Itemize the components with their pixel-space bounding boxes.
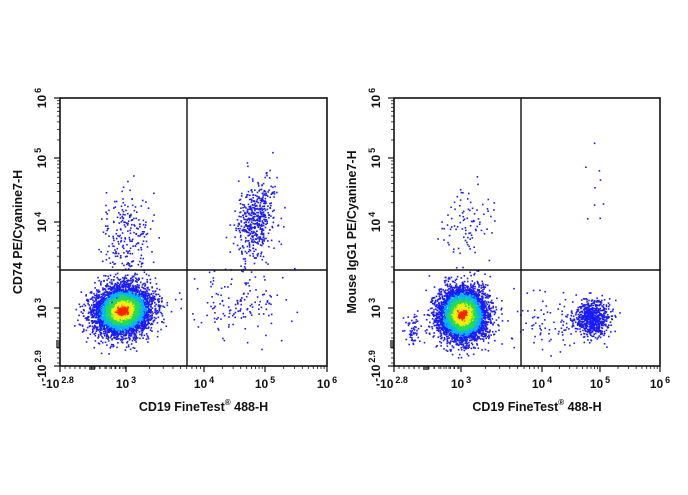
y-tick-label: 106 [33,88,49,108]
x-axis-ticks [60,366,327,372]
y-axis-ticks [54,98,60,366]
y-tick-label: -102.9 [33,350,49,382]
event-dots [402,143,621,359]
y-tick-label: 103 [367,298,383,318]
x-axis-ticks [394,366,660,372]
y-tick-label: 105 [367,148,383,168]
y-axis-label: CD74 PE/Cyanine7-H [11,170,25,294]
y-tick-label: -102.9 [367,350,383,382]
y-tick-label: 104 [367,212,383,232]
x-axis-label: CD19 FineTest® 488-H [472,398,601,414]
y-tick-label: 105 [33,148,49,168]
y-tick-label: 104 [33,212,49,232]
y-axis-ticks [388,98,394,366]
y-tick-label: 103 [33,298,49,318]
y-axis-label: Mouse IgG1 PE/Cyanine7-H [345,150,359,313]
y-tick-label: 106 [367,88,383,108]
event-dots [74,152,298,355]
x-axis-label: CD19 FineTest® 488-H [139,398,268,414]
